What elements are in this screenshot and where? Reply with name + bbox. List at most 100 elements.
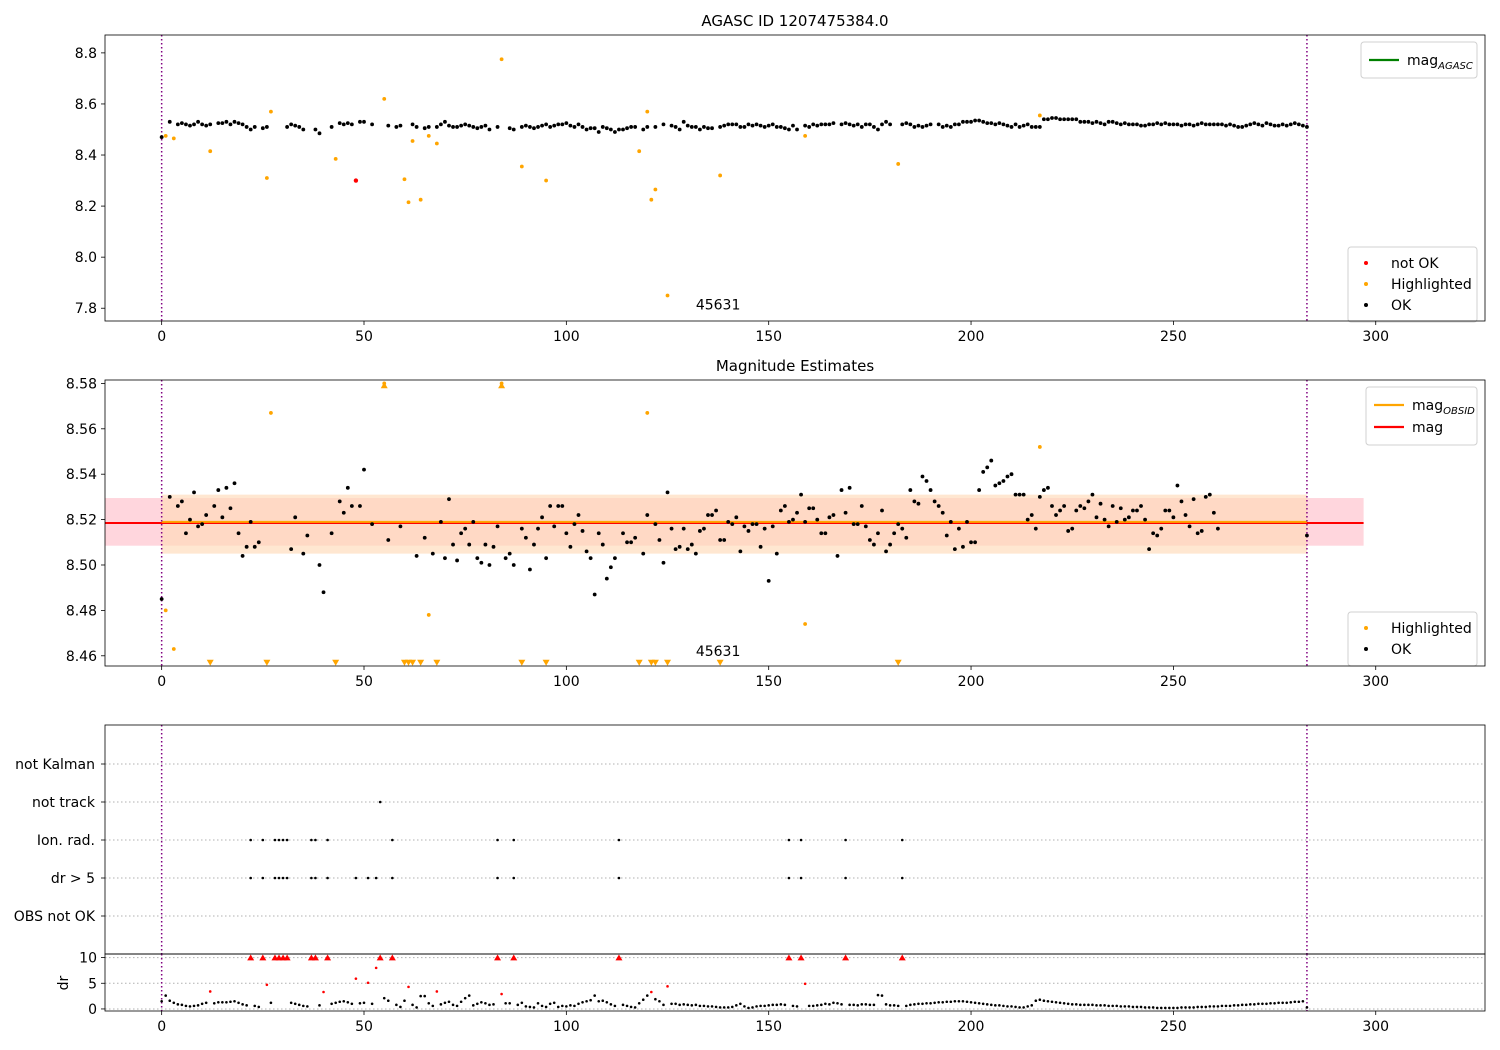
point-dr [212,1001,216,1005]
point-ok [742,125,747,129]
point-ok [1078,119,1083,124]
point-dr [658,999,661,1003]
point-dr [200,1002,204,1006]
point-ok [1159,526,1164,531]
point-ok [584,549,589,554]
flag-point-dr-5 [285,876,289,880]
point-ok [673,125,678,129]
y-tick-label: 8.48 [66,603,97,619]
point-highlighted [264,176,269,180]
point-ok [1001,122,1006,127]
point-dr [860,1003,864,1006]
point-ok [341,510,346,515]
point-ok [523,123,528,128]
point-highlighted [269,411,273,415]
point-dr [1281,1001,1284,1005]
point-ok [641,127,646,132]
point-ok [224,119,229,124]
point-ok [621,531,625,536]
point-ok [977,488,982,492]
point-ok [774,551,779,556]
point-ok [511,127,516,132]
x-tick-label: 150 [755,1019,782,1035]
chart-title: Magnitude Estimates [716,357,874,375]
point-dr [1176,1006,1179,1010]
point-dr [613,1004,617,1008]
point-dr-clipped [615,954,623,961]
point-dr [1091,1003,1094,1007]
point-dr [569,1004,572,1007]
y-tick-label: 8.2 [75,199,97,215]
point-ok [443,556,447,561]
point-ok [536,125,540,129]
point-ok [386,123,391,128]
point-dr [172,1001,176,1005]
point-ok [1147,122,1152,127]
point-ok [892,531,897,536]
point-ok [1098,501,1103,506]
point-ok [693,125,698,129]
point-ok [475,126,480,131]
point-ok [192,122,196,127]
point-ok [329,531,334,536]
point-ok [1268,122,1273,127]
point-dr [722,1006,726,1009]
legend-box [1360,41,1478,79]
legend-point-swatch [1364,647,1368,651]
flag-point-dr-5 [617,876,621,880]
point-ok [884,549,888,554]
point-ok [1098,121,1103,125]
point-ok [1122,517,1127,522]
point-dr [641,998,645,1002]
point-ok [726,122,731,127]
point-ok [993,483,998,488]
point-dr [852,1003,855,1007]
point-ok [592,126,597,131]
point-ok [912,499,917,504]
legend-box [1347,246,1478,323]
point-dr [904,1004,908,1008]
point-dr [949,1000,953,1004]
point-dr [981,1002,985,1006]
point-ok [823,122,828,127]
point-ok [483,542,488,547]
point-ok [859,504,864,508]
point-ok [1025,517,1030,522]
point-ok [252,125,257,129]
point-ok [447,123,451,128]
point-dr [678,1003,681,1007]
point-ok [1236,125,1241,129]
point-below-range [206,659,214,666]
flag-point-not-track [378,800,382,804]
point-dr [633,1006,637,1009]
point-ok [782,126,787,131]
point-highlighted [163,608,168,613]
point-ok [839,488,844,492]
point-ok [1187,524,1192,529]
point-dr [1273,1001,1276,1005]
point-highlighted [163,133,168,138]
point-ok [1086,119,1091,124]
point-ok [645,513,650,517]
point-ok [604,576,609,581]
point-dr [884,1003,888,1006]
point-ok [1183,122,1188,127]
point-ok [1183,513,1188,517]
point-dr [358,1001,362,1005]
point-ok [438,122,443,127]
point-dr [1087,1003,1090,1007]
point-dr [1248,1003,1252,1006]
point-dr [289,1001,293,1005]
point-dr [484,1001,487,1005]
point-ok [689,125,694,129]
point-ok [1147,547,1152,552]
point-ok [349,504,354,508]
point-ok [560,504,565,508]
point-ok [1037,494,1042,499]
point-ok [1118,506,1123,511]
point-ok [540,515,544,520]
x-tick-label: 200 [958,1019,985,1035]
flag-point-ion-rad [617,838,621,842]
flag-point-dr-5 [844,876,847,880]
point-ok [653,125,658,129]
